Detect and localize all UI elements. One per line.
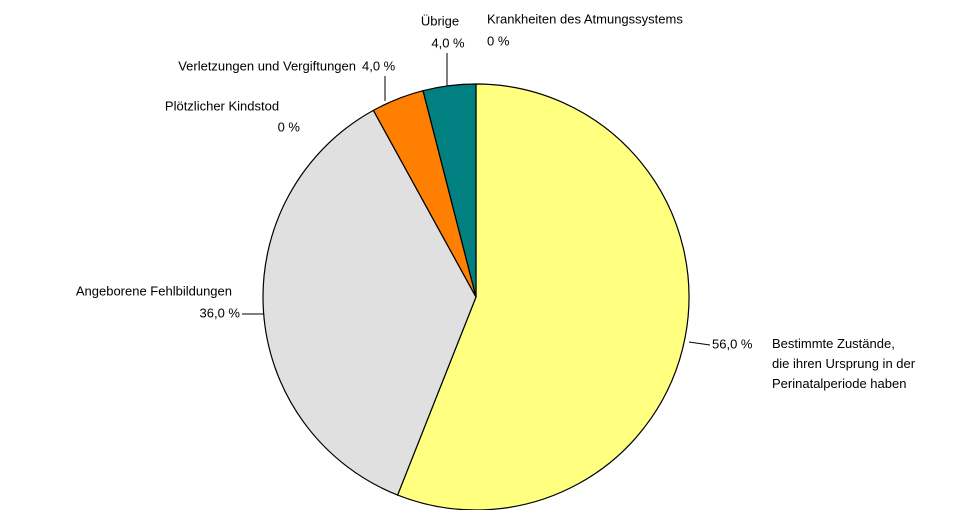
slice-label: Angeborene Fehlbildungen (76, 283, 232, 298)
slice (396, 83, 690, 510)
value-label: 4,0 % (362, 58, 396, 73)
value-label: 0 % (487, 33, 510, 48)
slice-label: Bestimmte Zustände, die ihren Ursprung in… (772, 336, 916, 391)
value-label: 0 % (278, 119, 301, 134)
value-label: 4,0 % (431, 35, 465, 50)
slice (262, 109, 477, 496)
slice-label: Plötzlicher Kindstod (165, 98, 279, 113)
slice-label: Übrige (421, 13, 459, 28)
slice-label: Verletzungen und Vergiftungen (178, 58, 356, 73)
leader-line (688, 341, 711, 346)
value-label: 56,0 % (712, 336, 753, 351)
value-label: 36,0 % (200, 305, 241, 320)
slice-label: Krankheiten des Atmungssystems (487, 11, 683, 26)
